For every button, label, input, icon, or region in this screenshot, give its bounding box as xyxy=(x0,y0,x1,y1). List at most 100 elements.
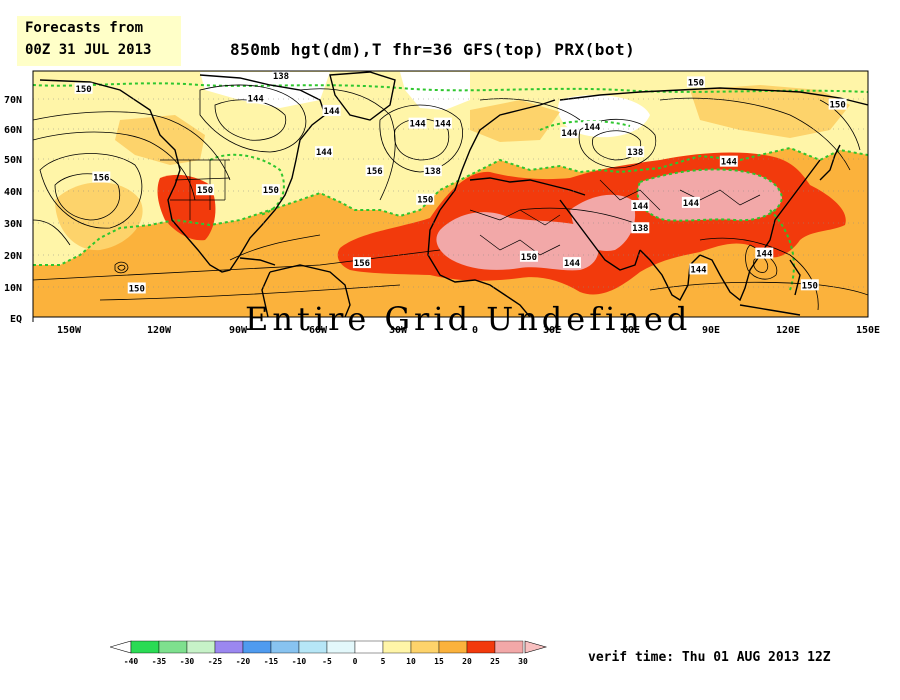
contour-label: 150 xyxy=(263,186,279,196)
contour-label: 144 xyxy=(409,120,426,130)
colorbar-cell xyxy=(410,640,440,654)
green-contours xyxy=(33,82,868,291)
contour-label-bg xyxy=(828,98,847,110)
contour-label-bg xyxy=(408,117,427,129)
lon-label-30e: 30E xyxy=(543,325,561,336)
lon-label-30w: 30W xyxy=(389,325,408,336)
contour-label: 150 xyxy=(197,186,213,196)
map-panel: 150 156 150 150 138 144 144 144 156 144 144 138 150 1… xyxy=(33,71,868,317)
contour-label-bg xyxy=(755,247,774,259)
colorbar-tick-label: 5 xyxy=(381,657,386,666)
contour-label-bg xyxy=(689,263,708,275)
contour-label: 144 xyxy=(435,120,452,130)
colorbar-cell xyxy=(242,640,272,654)
contour-label: 150 xyxy=(688,78,704,88)
arctic-patch-2 xyxy=(400,72,470,110)
colorbar-tick-label: -30 xyxy=(180,657,195,666)
contour-label-bg xyxy=(562,257,581,269)
contour-labels: 150 156 150 150 138 144 144 144 156 144 144 138 150 1… xyxy=(74,71,847,294)
lon-label-0: 0 xyxy=(472,325,478,336)
contour-label: 156 xyxy=(366,167,382,177)
arctic-patch-3 xyxy=(558,95,650,138)
contour-label-bg xyxy=(719,155,738,167)
colorbar-tick-label: -25 xyxy=(208,657,223,666)
contour-label: 138 xyxy=(425,167,441,177)
lon-label-150w: 150W xyxy=(57,325,82,336)
contour-label-bg xyxy=(519,250,538,262)
colorbar-cell xyxy=(438,640,468,654)
arctic-patch-1 xyxy=(200,72,330,108)
contour-label: 144 xyxy=(721,158,738,168)
colorbar-cell xyxy=(214,640,244,654)
colorbar-cell xyxy=(298,640,328,654)
contour-label-bg xyxy=(352,257,371,269)
contour-label: 144 xyxy=(690,265,707,275)
colorbar-tick-label: 30 xyxy=(518,657,528,666)
map-title: 850mb hgt(dm),T fhr=36 GFS(top) PRX(bot) xyxy=(230,40,636,59)
contour-label-bg xyxy=(261,184,280,196)
colorbar-tick-labels: -40 -35 -30 -25 -20 -15 -10 -5 0 5 10 15 20 25 30 xyxy=(124,657,528,666)
contour-label-bg xyxy=(416,193,435,205)
colorbar-high-end xyxy=(524,640,548,654)
colorbar-tick-label: 25 xyxy=(490,657,500,666)
forecast-header-line1: Forecasts from xyxy=(25,20,144,36)
contour-label-bg xyxy=(246,92,265,104)
colorbar-tick-label: 15 xyxy=(434,657,444,666)
contour-label-bg xyxy=(92,171,111,183)
pacific-cool-area xyxy=(55,182,143,251)
contour-label: 138 xyxy=(632,224,648,234)
contour-label: 156 xyxy=(93,174,109,184)
borders xyxy=(160,159,761,256)
colorbar-tick-label: -20 xyxy=(236,657,251,666)
colorbar-cell xyxy=(466,640,496,654)
colorbar-cell xyxy=(158,640,188,654)
contour-label: 138 xyxy=(627,148,643,158)
colorbar-tick-label: -35 xyxy=(152,657,167,666)
colorbar-low-end xyxy=(110,640,132,654)
map-frame xyxy=(32,70,869,318)
contour-label-bg xyxy=(686,76,705,88)
lon-label-120w: 120W xyxy=(147,325,172,336)
forecast-header: Forecasts from 00Z 31 JUL 2013 xyxy=(17,16,181,66)
contour-label-bg xyxy=(74,82,93,94)
contour-label: 150 xyxy=(417,196,433,206)
colorbar-tick-label: -5 xyxy=(322,657,332,666)
lat-label-10n: 10N xyxy=(4,283,22,294)
temperature-colorbar: -40 -35 -30 -25 -20 -15 -10 -5 0 5 10 15 20 25 30 xyxy=(110,640,548,666)
contour-label-bg xyxy=(631,222,650,234)
colorbar-cells xyxy=(130,640,524,654)
contour-label-bg xyxy=(127,282,146,294)
contour-label-bg xyxy=(433,117,452,129)
colorbar-cell xyxy=(270,640,300,654)
colorbar-tick-label: -40 xyxy=(124,657,139,666)
eurasia-warm-2 xyxy=(690,85,850,138)
contour-label-bg xyxy=(423,165,442,177)
contour-label: 144 xyxy=(323,107,340,117)
forecast-header-line2: 00Z 31 JUL 2013 xyxy=(25,42,152,58)
contour-label-bg xyxy=(560,127,579,139)
lat-label-50n: 50N xyxy=(4,155,22,166)
lat-label-30n: 30N xyxy=(4,219,22,230)
contour-label-bg xyxy=(631,200,650,212)
lat-label-60n: 60N xyxy=(4,125,22,136)
arabia-hot-core xyxy=(570,194,636,251)
verif-time: verif time: Thu 01 AUG 2013 12Z xyxy=(588,650,831,665)
contour-label: 150 xyxy=(75,85,91,95)
colorbar-cell xyxy=(130,640,160,654)
lon-label-60e: 60E xyxy=(622,325,640,336)
contour-label: 144 xyxy=(632,202,649,212)
colorbar-cell xyxy=(382,640,412,654)
lon-label-90w: 90W xyxy=(229,325,248,336)
contour-label-bg xyxy=(196,184,215,196)
contour-label: 156 xyxy=(354,259,370,269)
colorbar-tick-label: -10 xyxy=(292,657,307,666)
cool-band xyxy=(33,71,868,265)
lon-label-90e: 90E xyxy=(702,325,720,336)
contour-label-bg xyxy=(583,120,602,132)
contour-label-bg xyxy=(800,279,819,291)
colorbar-cell xyxy=(494,640,524,654)
contour-label-bg xyxy=(322,104,341,116)
na-warm xyxy=(115,115,205,165)
contour-label: 150 xyxy=(802,281,818,291)
contour-label: 144 xyxy=(248,94,265,104)
